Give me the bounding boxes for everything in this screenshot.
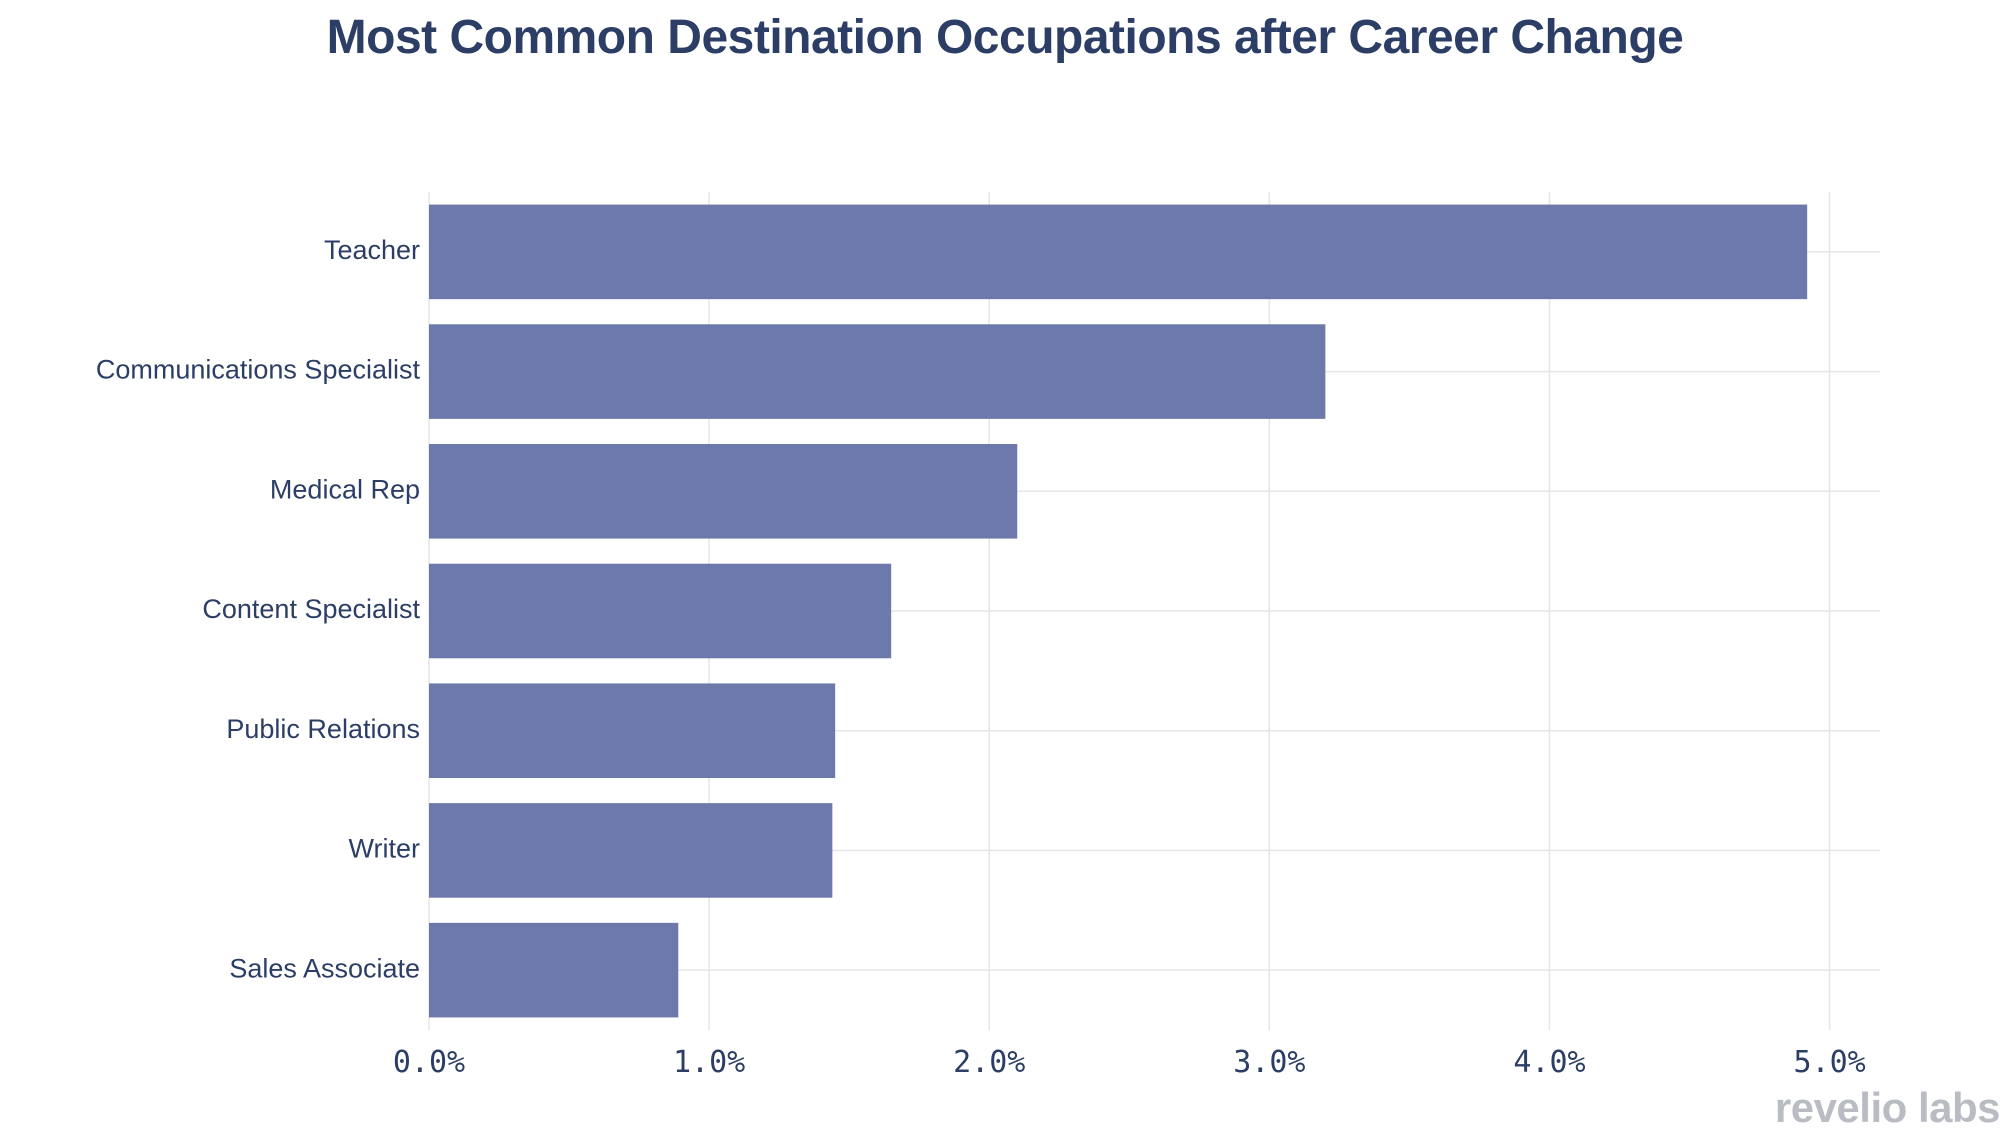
bar-1 xyxy=(429,324,1326,419)
category-labels: Teacher Communications Specialist Medical … xyxy=(96,235,421,983)
bar-2 xyxy=(429,443,1018,539)
x-tick-label-3: 3.0% xyxy=(1233,1045,1305,1080)
bar-6 xyxy=(429,922,679,1018)
bar-4 xyxy=(429,683,836,779)
bar-3 xyxy=(429,563,892,659)
x-tick-label-0: 0.0% xyxy=(393,1045,465,1080)
x-tick-label-5: 5.0% xyxy=(1793,1045,1865,1080)
category-label-2: Medical Rep xyxy=(270,474,420,504)
watermark-logo: revelio labs xyxy=(1774,1084,2001,1131)
category-label-0: Teacher xyxy=(324,235,420,265)
category-label-3: Content Specialist xyxy=(202,594,420,624)
category-label-4: Public Relations xyxy=(226,714,420,744)
x-tick-label-2: 2.0% xyxy=(953,1045,1025,1080)
bar-0 xyxy=(429,204,1808,300)
category-label-5: Writer xyxy=(349,834,421,864)
x-tick-label-1: 1.0% xyxy=(673,1045,745,1080)
bars xyxy=(429,204,1808,1018)
category-label-6: Sales Associate xyxy=(229,953,420,983)
chart-title: Most Common Destination Occupations afte… xyxy=(326,11,1684,64)
x-tick-label-4: 4.0% xyxy=(1513,1045,1585,1080)
bar-5 xyxy=(429,803,833,898)
x-axis-ticks: 0.0% 1.0% 2.0% 3.0% 4.0% 5.0% xyxy=(393,1045,1866,1080)
category-label-1: Communications Specialist xyxy=(96,355,421,385)
